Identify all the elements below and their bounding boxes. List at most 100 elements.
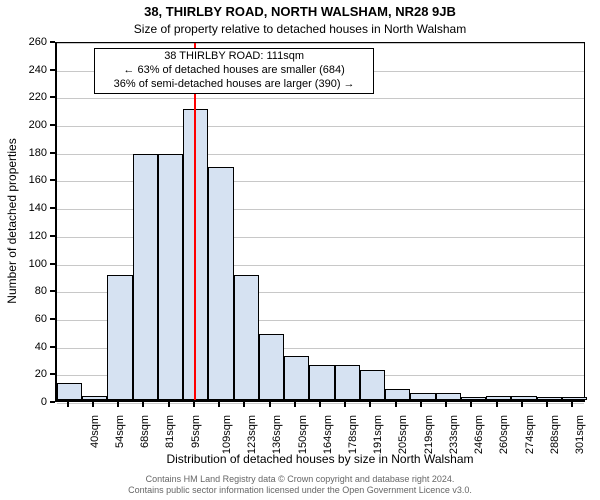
x-tick-label: 68sqm	[139, 415, 151, 448]
histogram-bar	[486, 396, 511, 400]
x-tick-mark	[546, 402, 548, 407]
y-tick-label: 240	[0, 64, 47, 76]
y-tick-mark	[50, 96, 55, 98]
x-tick-mark	[193, 402, 195, 407]
y-tick-label: 120	[0, 230, 47, 242]
x-tick-label: 219sqm	[423, 415, 435, 454]
x-tick-mark	[218, 402, 220, 407]
y-tick-label: 40	[0, 341, 47, 353]
y-tick-mark	[50, 401, 55, 403]
histogram-bar	[436, 393, 461, 400]
x-tick-label: 136sqm	[271, 415, 283, 454]
x-tick-mark	[294, 402, 296, 407]
x-tick-label: 123sqm	[246, 415, 258, 454]
footer-line-1: Contains HM Land Registry data © Crown c…	[0, 474, 600, 485]
footer-line-2: Contains public sector information licen…	[0, 485, 600, 496]
chart-container: { "titles": { "main": "38, THIRLBY ROAD,…	[0, 0, 600, 500]
x-tick-mark	[571, 402, 573, 407]
x-tick-label: 260sqm	[499, 415, 511, 454]
gridline	[57, 126, 584, 127]
chart-title-main: 38, THIRLBY ROAD, NORTH WALSHAM, NR28 9J…	[0, 4, 600, 19]
y-tick-mark	[50, 235, 55, 237]
gridline	[57, 43, 584, 44]
histogram-bar	[537, 397, 562, 400]
histogram-bar	[335, 365, 360, 400]
histogram-bar	[562, 397, 587, 400]
x-tick-label: 109sqm	[221, 415, 233, 454]
x-tick-mark	[142, 402, 144, 407]
x-tick-label: 40sqm	[89, 415, 101, 448]
y-tick-mark	[50, 318, 55, 320]
y-tick-mark	[50, 290, 55, 292]
y-tick-label: 0	[0, 396, 47, 408]
histogram-bar	[107, 275, 132, 400]
annotation-line: 36% of semi-detached houses are larger (…	[97, 78, 371, 92]
plot-area: 38 THIRLBY ROAD: 111sqm← 63% of detached…	[55, 42, 585, 402]
x-tick-mark	[344, 402, 346, 407]
chart-footer: Contains HM Land Registry data © Crown c…	[0, 474, 600, 496]
y-tick-mark	[50, 41, 55, 43]
annotation-line: 38 THIRLBY ROAD: 111sqm	[97, 50, 371, 64]
x-tick-label: 164sqm	[322, 415, 334, 454]
y-tick-label: 20	[0, 368, 47, 380]
histogram-bar	[208, 167, 233, 400]
x-tick-label: 178sqm	[347, 415, 359, 454]
histogram-bar	[234, 275, 259, 400]
x-tick-mark	[521, 402, 523, 407]
x-tick-label: 54sqm	[114, 415, 126, 448]
x-tick-label: 233sqm	[448, 415, 460, 454]
y-tick-label: 260	[0, 36, 47, 48]
x-tick-label: 301sqm	[574, 415, 586, 454]
histogram-bar	[284, 356, 309, 400]
y-tick-mark	[50, 179, 55, 181]
x-tick-label: 205sqm	[398, 415, 410, 454]
y-tick-mark	[50, 124, 55, 126]
y-tick-mark	[50, 346, 55, 348]
gridline	[57, 98, 584, 99]
x-tick-label: 95sqm	[190, 415, 202, 448]
x-tick-mark	[168, 402, 170, 407]
x-tick-mark	[445, 402, 447, 407]
histogram-bar	[133, 154, 158, 400]
y-tick-label: 140	[0, 202, 47, 214]
x-tick-label: 274sqm	[524, 415, 536, 454]
y-tick-label: 60	[0, 313, 47, 325]
chart-title-sub: Size of property relative to detached ho…	[0, 22, 600, 36]
x-tick-label: 81sqm	[164, 415, 176, 448]
y-tick-label: 160	[0, 174, 47, 186]
histogram-bar	[158, 154, 183, 400]
y-tick-mark	[50, 373, 55, 375]
annotation-line: ← 63% of detached houses are smaller (68…	[97, 64, 371, 78]
histogram-bar	[309, 365, 334, 400]
histogram-bar	[82, 396, 107, 400]
histogram-bar	[360, 370, 385, 400]
x-tick-mark	[67, 402, 69, 407]
x-tick-mark	[319, 402, 321, 407]
x-tick-label: 191sqm	[372, 415, 384, 454]
histogram-bar	[385, 389, 410, 400]
x-tick-mark	[420, 402, 422, 407]
y-tick-mark	[50, 263, 55, 265]
histogram-bar	[57, 383, 82, 400]
x-tick-mark	[243, 402, 245, 407]
y-tick-label: 180	[0, 147, 47, 159]
x-tick-mark	[395, 402, 397, 407]
y-tick-label: 100	[0, 258, 47, 270]
x-tick-mark	[470, 402, 472, 407]
histogram-bar	[511, 396, 536, 400]
x-tick-label: 288sqm	[549, 415, 561, 454]
x-tick-mark	[92, 402, 94, 407]
y-tick-label: 80	[0, 285, 47, 297]
x-tick-mark	[117, 402, 119, 407]
y-tick-label: 200	[0, 119, 47, 131]
x-tick-label: 150sqm	[297, 415, 309, 454]
y-tick-label: 220	[0, 91, 47, 103]
reference-vline	[194, 43, 196, 400]
x-tick-mark	[269, 402, 271, 407]
x-tick-mark	[496, 402, 498, 407]
histogram-bar	[461, 397, 486, 400]
x-tick-mark	[369, 402, 371, 407]
y-tick-mark	[50, 152, 55, 154]
y-tick-mark	[50, 207, 55, 209]
x-tick-label: 246sqm	[473, 415, 485, 454]
